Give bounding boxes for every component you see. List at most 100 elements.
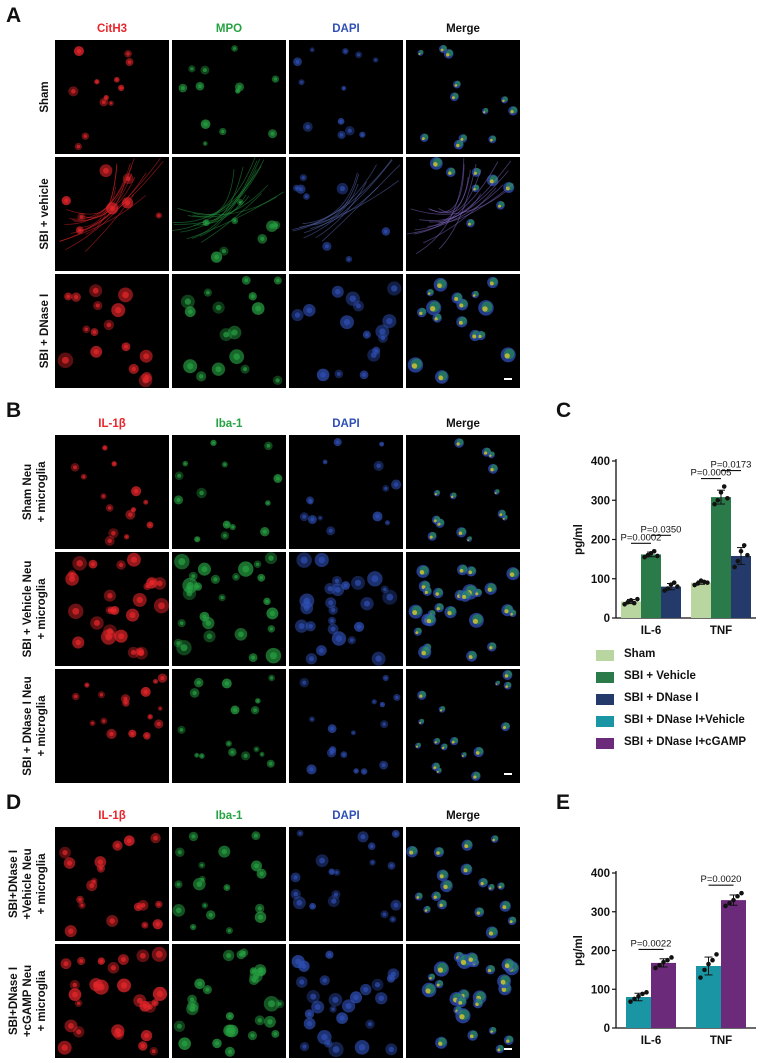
micrograph-image (299, 438, 402, 536)
data-point (651, 548, 657, 554)
scale-bar (504, 773, 512, 775)
bar (731, 555, 751, 618)
data-point (741, 543, 747, 548)
micrograph-image (57, 946, 168, 1056)
micrograph-image (291, 950, 400, 1058)
data-point (706, 961, 711, 967)
micrograph-tile (406, 157, 520, 271)
chart-e: 0 100 200 300 400 pg/ml IL-6 TNF P=0.0022 P=0.002… (573, 868, 756, 1047)
row-label-line: SBI + DNase I Neu (22, 676, 34, 776)
micrograph-tile (172, 435, 286, 549)
micrograph-tile (55, 944, 169, 1058)
data-point (721, 484, 727, 489)
row-label-line: SBI+DNase I (8, 849, 20, 919)
micrograph-tile (406, 435, 520, 549)
y-axis-label: pg/ml (573, 935, 585, 966)
y-tick-label: 200 (591, 535, 610, 547)
micrograph-tile (55, 669, 169, 783)
micrograph-tile (55, 274, 169, 388)
row-label-line: SBI + vehicle (39, 178, 51, 250)
legend-label: Sham (624, 648, 656, 660)
y-tick-label: 400 (591, 456, 610, 468)
x-tick-label: IL-6 (641, 625, 661, 637)
data-point (727, 900, 732, 906)
bar (721, 900, 746, 1028)
row-label-3: SBI + DNase I (38, 274, 52, 388)
row-label-line: SBI + DNase I (39, 293, 51, 369)
micrograph-tile (172, 552, 286, 666)
micrograph-tile (55, 827, 169, 941)
bar (691, 582, 711, 618)
y-tick-label: 100 (591, 984, 610, 996)
p-value-label: P=0.0173 (711, 460, 752, 471)
row-label-2: SBI+DNase I +cGAMP Neu + microglia (7, 944, 49, 1058)
column-header-4: Merge (446, 810, 480, 822)
micrograph-image (59, 832, 163, 938)
micrograph-tile (289, 827, 403, 941)
x-tick-label: IL-6 (641, 1035, 661, 1047)
micrograph-image (427, 438, 508, 542)
panel-letter-d: D (6, 791, 22, 814)
data-point (669, 955, 674, 960)
data-point (632, 996, 637, 1002)
bar (641, 554, 661, 618)
row-label-line: + microglia (36, 461, 48, 523)
x-tick-label: TNF (710, 625, 732, 637)
data-point (695, 581, 701, 586)
legend-label: SBI + DNase I+cGAMP (624, 736, 747, 748)
micrograph-tile (55, 435, 169, 549)
data-point (715, 497, 721, 503)
x-tick-label: TNF (710, 1035, 732, 1047)
p-value-label: P=0.0350 (641, 524, 682, 535)
row-label-line: +Vehicle Neu (22, 848, 34, 920)
micrograph-tile (289, 435, 403, 549)
micrograph-tile (406, 669, 520, 783)
p-value-label: P=0.0002 (621, 532, 662, 543)
p-value-label: P=0.0020 (701, 874, 742, 885)
data-point (661, 959, 666, 965)
column-header-3: DAPI (332, 418, 360, 430)
bar (661, 586, 681, 618)
micrograph-image (172, 157, 284, 263)
legend-label: SBI + DNase I+Vehicle (624, 714, 745, 726)
data-point (745, 552, 750, 558)
column-header-1: IL-1β (98, 810, 126, 822)
micrograph-tile (406, 944, 520, 1058)
y-tick-label: 200 (591, 946, 610, 958)
micrograph-tile (289, 552, 403, 666)
panel-letter-c: C (556, 399, 572, 422)
column-header-4: Merge (446, 418, 480, 430)
y-tick-label: 100 (591, 574, 610, 586)
row-label-line: Sham Neu (22, 463, 34, 521)
row-label-line: SBI+DNase I (8, 966, 20, 1036)
micrograph-image (290, 829, 402, 923)
micrograph-tile (406, 40, 520, 154)
panel-letter-b: B (6, 399, 22, 422)
column-header-1: CitH3 (96, 23, 128, 35)
micrograph-tile (55, 40, 169, 154)
data-point (732, 564, 737, 570)
panel-letter-e: E (556, 791, 571, 814)
micrograph-image (70, 445, 154, 546)
micrograph-image (414, 670, 513, 781)
row-label-1: SBI+DNase I +Vehicle Neu + microglia (7, 827, 49, 941)
data-point (718, 490, 724, 495)
y-tick-label: 0 (604, 613, 610, 625)
legend-swatch (596, 650, 614, 661)
micrograph-tile (289, 40, 403, 154)
micrograph-image (173, 948, 285, 1057)
data-point (631, 600, 637, 606)
micrograph-image (406, 835, 517, 939)
micrograph-image (71, 673, 168, 740)
legend-swatch (596, 738, 614, 749)
column-header-2: MPO (215, 23, 243, 35)
row-label-line: +cGAMP Neu (22, 964, 34, 1038)
micrograph-tile (289, 274, 403, 388)
micrograph-image (59, 157, 164, 252)
row-label-1: Sham (38, 40, 52, 154)
data-point (723, 903, 728, 909)
micrograph-tile (172, 157, 286, 271)
row-label-3: SBI + DNase I Neu + microglia (21, 669, 49, 783)
micrograph-image (299, 674, 401, 775)
data-point (628, 598, 634, 603)
